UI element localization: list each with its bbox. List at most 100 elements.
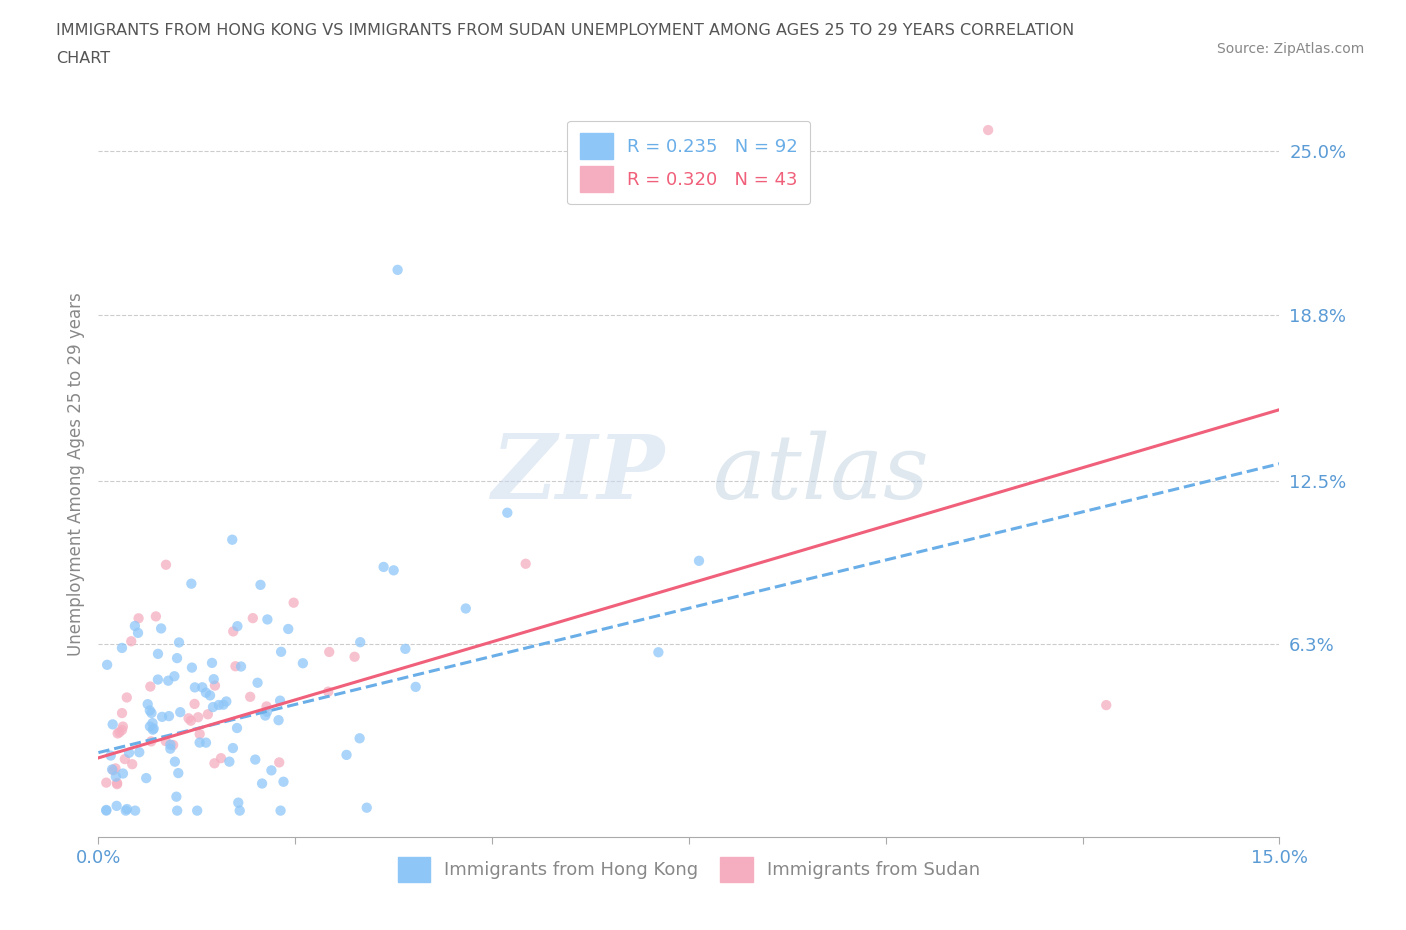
Point xyxy=(118,745,141,760)
Point xyxy=(114,804,136,818)
Point xyxy=(111,706,134,721)
Point xyxy=(124,618,146,633)
Point xyxy=(111,766,134,781)
Point xyxy=(202,671,225,686)
Point xyxy=(166,651,188,666)
Point xyxy=(222,740,245,755)
Point xyxy=(283,595,305,610)
Point xyxy=(166,804,188,818)
Point xyxy=(239,689,262,704)
Point xyxy=(127,626,149,641)
Point xyxy=(135,771,157,786)
Point xyxy=(159,737,181,752)
Point xyxy=(226,721,249,736)
Point xyxy=(226,618,249,633)
Point xyxy=(96,803,118,817)
Point xyxy=(105,776,128,790)
Point xyxy=(212,698,235,712)
Point xyxy=(104,769,127,784)
Point xyxy=(277,621,299,636)
Point xyxy=(209,751,232,765)
Point xyxy=(197,707,219,722)
Point xyxy=(254,708,277,723)
Point xyxy=(269,693,291,708)
Point xyxy=(167,765,190,780)
Point xyxy=(162,737,184,752)
Point xyxy=(224,658,246,673)
Point xyxy=(180,577,202,591)
Point xyxy=(115,690,138,705)
Point xyxy=(335,748,357,763)
Point xyxy=(104,761,127,776)
Point xyxy=(128,611,150,626)
Point xyxy=(107,726,129,741)
Point xyxy=(157,709,180,724)
Point xyxy=(141,706,163,721)
Point xyxy=(105,799,128,814)
Point xyxy=(256,699,278,714)
Point xyxy=(356,800,378,815)
Point xyxy=(269,755,291,770)
Point xyxy=(146,646,169,661)
Point xyxy=(228,804,250,818)
Point xyxy=(150,710,173,724)
Point xyxy=(496,505,519,520)
Text: Source: ZipAtlas.com: Source: ZipAtlas.com xyxy=(1216,42,1364,56)
Point xyxy=(977,123,1000,138)
Point xyxy=(201,656,224,671)
Point xyxy=(215,694,238,709)
Text: IMMIGRANTS FROM HONG KONG VS IMMIGRANTS FROM SUDAN UNEMPLOYMENT AMONG AGES 25 TO: IMMIGRANTS FROM HONG KONG VS IMMIGRANTS … xyxy=(56,23,1074,38)
Point xyxy=(246,675,269,690)
Point xyxy=(184,680,207,695)
Point xyxy=(142,721,165,736)
Point xyxy=(163,754,186,769)
Point xyxy=(204,756,226,771)
Point xyxy=(139,679,162,694)
Text: ZIP: ZIP xyxy=(492,431,665,518)
Point xyxy=(260,763,283,777)
Point xyxy=(96,776,118,790)
Point xyxy=(101,762,124,777)
Point xyxy=(688,553,710,568)
Point xyxy=(181,660,204,675)
Point xyxy=(183,697,205,711)
Point xyxy=(194,685,217,700)
Point xyxy=(382,563,405,578)
Point xyxy=(101,717,124,732)
Point xyxy=(270,644,292,659)
Point xyxy=(139,703,162,718)
Text: atlas: atlas xyxy=(713,431,928,518)
Point xyxy=(96,804,118,818)
Point xyxy=(111,641,134,656)
Y-axis label: Unemployment Among Ages 25 to 29 years: Unemployment Among Ages 25 to 29 years xyxy=(66,292,84,657)
Text: CHART: CHART xyxy=(56,51,110,66)
Point xyxy=(222,624,245,639)
Point xyxy=(177,711,200,725)
Point xyxy=(249,578,271,592)
Point xyxy=(136,697,159,711)
Point xyxy=(111,719,134,734)
Point xyxy=(155,734,177,749)
Point xyxy=(114,751,136,766)
Point xyxy=(373,560,395,575)
Point xyxy=(103,763,125,777)
Point xyxy=(515,556,537,571)
Point xyxy=(188,735,211,750)
Point xyxy=(188,726,211,741)
Point xyxy=(115,802,138,817)
Point xyxy=(139,734,162,749)
Point xyxy=(343,649,366,664)
Point xyxy=(273,775,295,790)
Point xyxy=(128,745,150,760)
Point xyxy=(145,609,167,624)
Point xyxy=(159,741,181,756)
Point xyxy=(405,680,427,695)
Point xyxy=(194,736,217,751)
Point xyxy=(141,716,163,731)
Point xyxy=(142,723,165,737)
Point xyxy=(165,790,187,804)
Point xyxy=(111,723,134,737)
Point xyxy=(163,669,186,684)
Point xyxy=(647,644,669,659)
Point xyxy=(394,642,416,657)
